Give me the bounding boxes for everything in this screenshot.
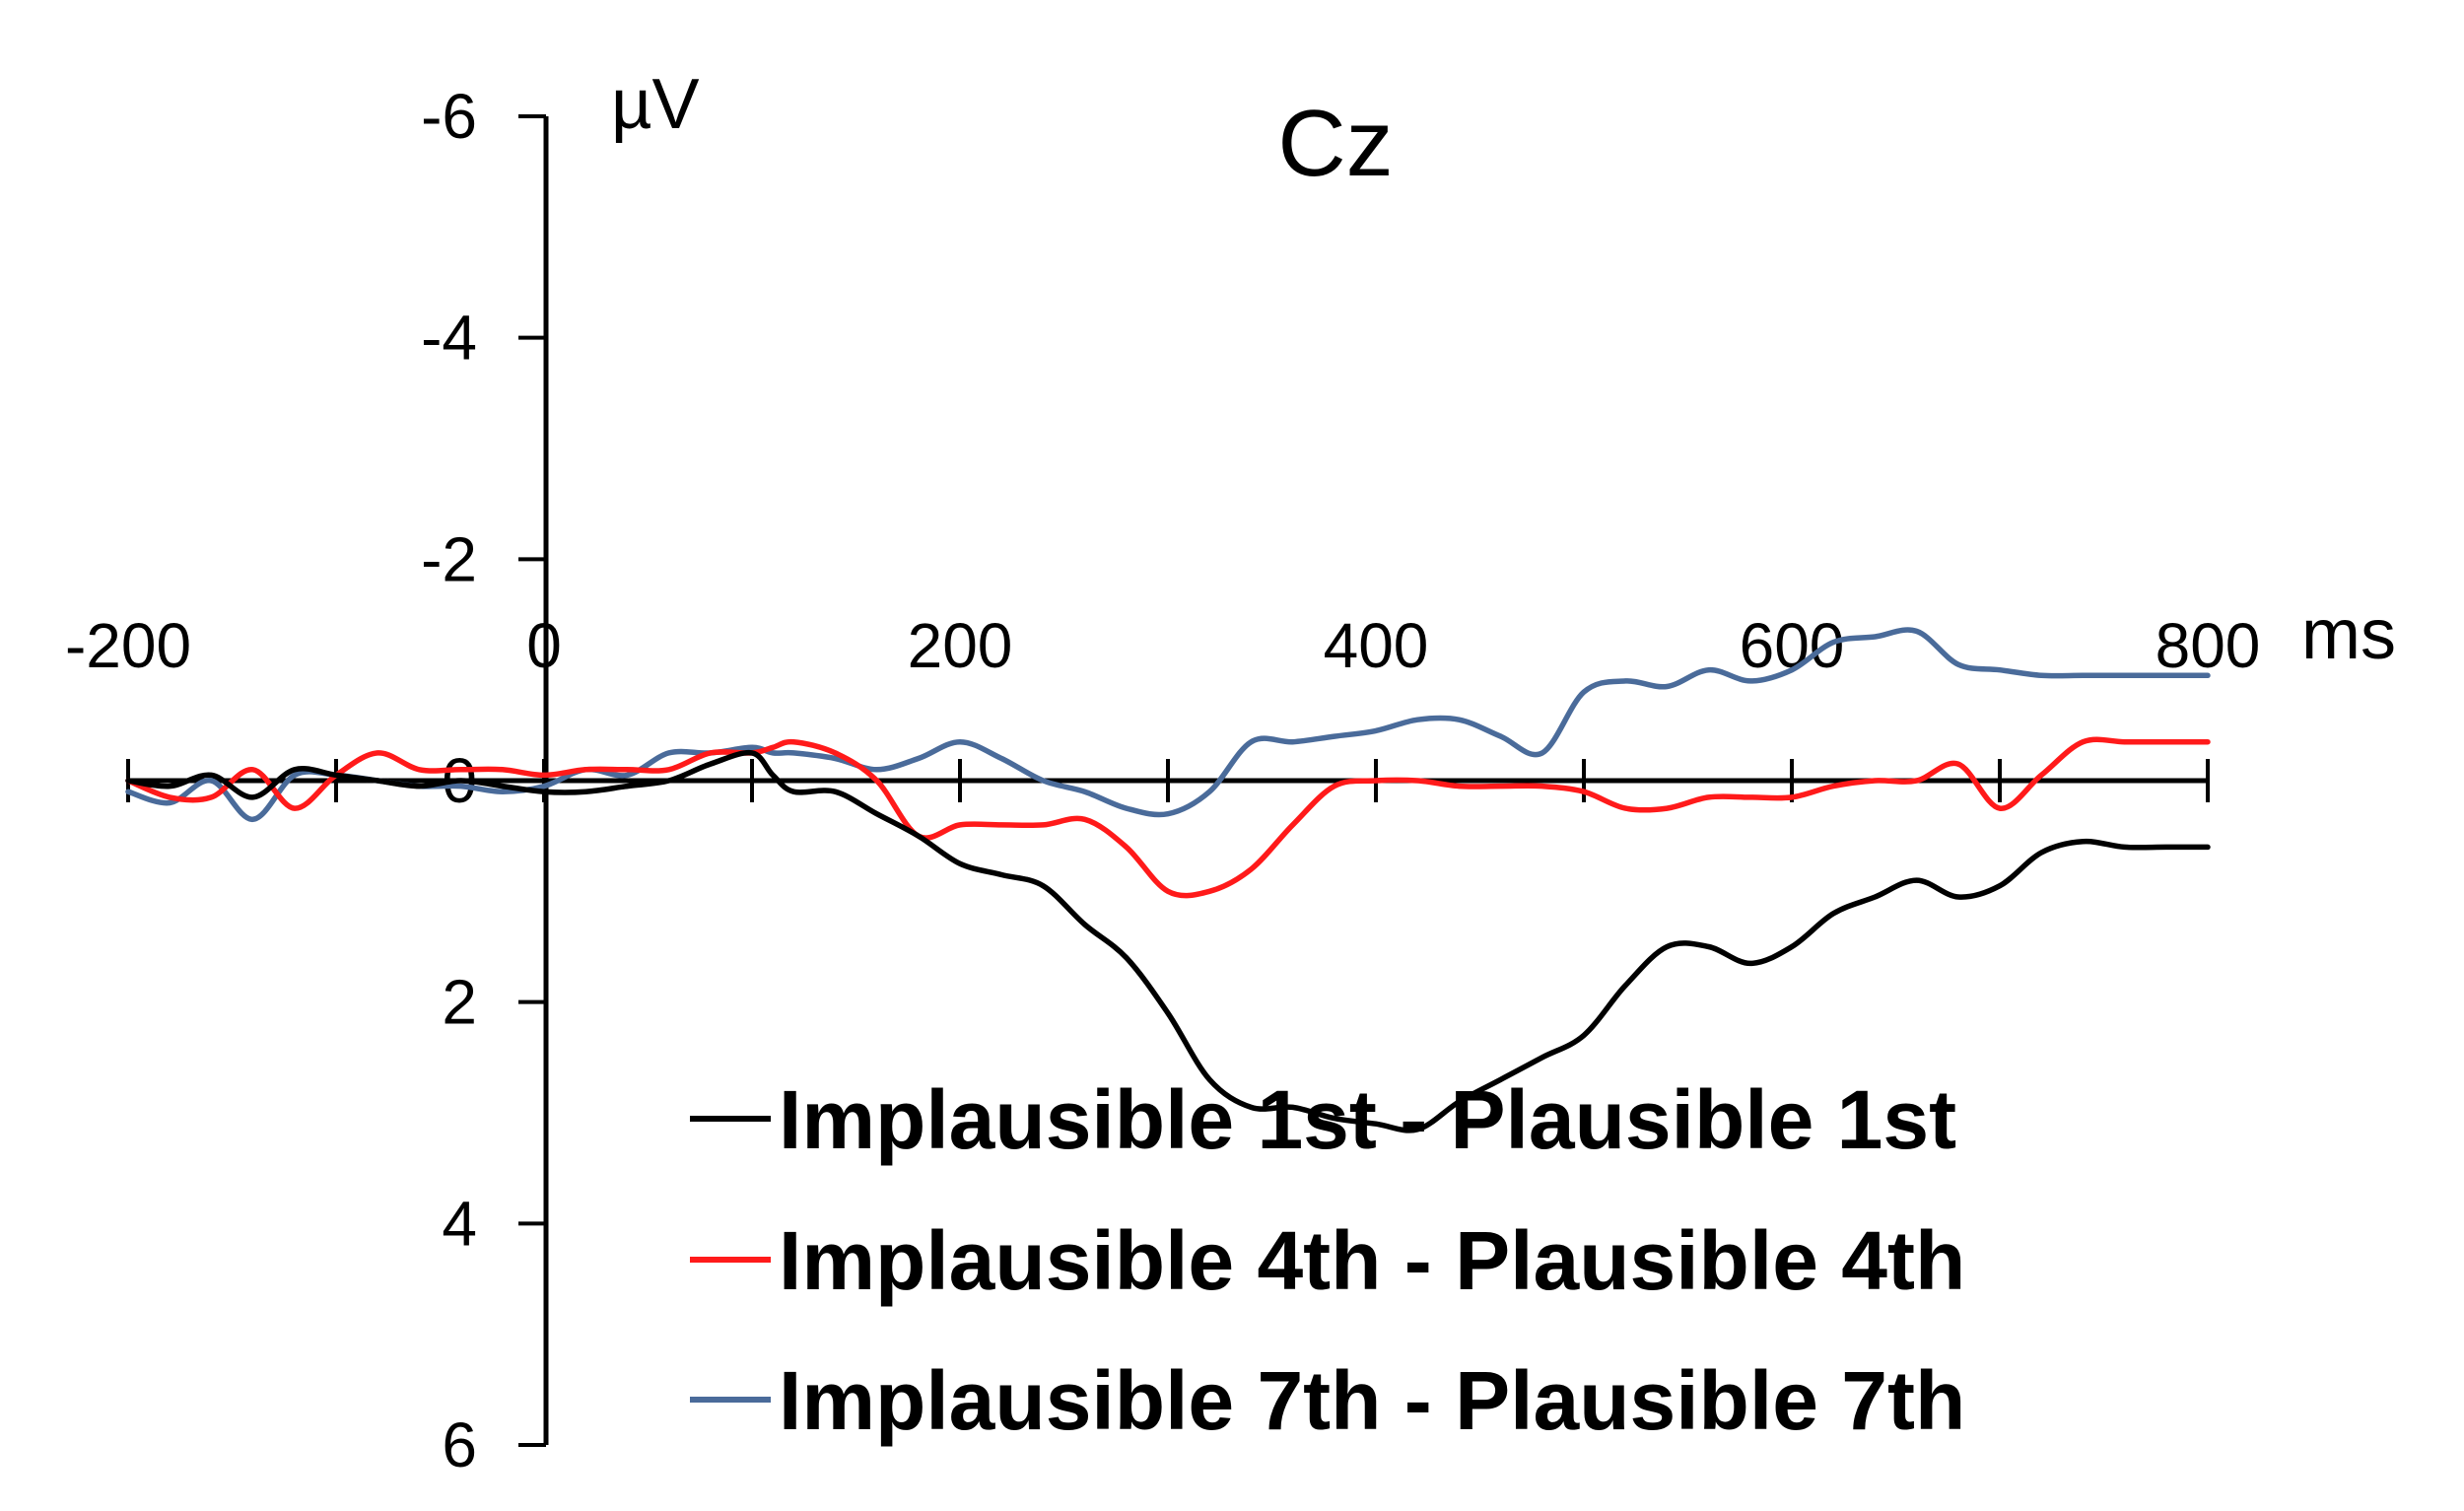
- y-tick-label: 6: [442, 1409, 477, 1480]
- x-axis-unit: ms: [2301, 595, 2396, 674]
- legend-label: Implausible 4th - Plausible 4th: [779, 1214, 1965, 1307]
- x-tick-label: 0: [526, 610, 562, 681]
- x-tick-label: 800: [2156, 610, 2261, 681]
- chart-title: Cz: [1277, 91, 1393, 196]
- y-tick-label: -4: [421, 303, 477, 374]
- x-tick-label: 400: [1324, 610, 1429, 681]
- legend: Implausible 1st - Plausible 1st Implausib…: [690, 1073, 1965, 1447]
- y-tick-label: -6: [421, 81, 477, 152]
- y-tick-label: 2: [442, 967, 477, 1038]
- x-tick-label: 200: [908, 610, 1013, 681]
- y-tick-label: -2: [421, 523, 477, 594]
- y-tick-label: 4: [442, 1188, 477, 1259]
- y-axis-unit: µV: [611, 65, 700, 144]
- legend-label: Implausible 1st - Plausible 1st: [779, 1073, 1956, 1166]
- legend-label: Implausible 7th - Plausible 7th: [779, 1354, 1965, 1447]
- x-tick-label: -200: [65, 610, 191, 681]
- series-lines: [128, 630, 2208, 1131]
